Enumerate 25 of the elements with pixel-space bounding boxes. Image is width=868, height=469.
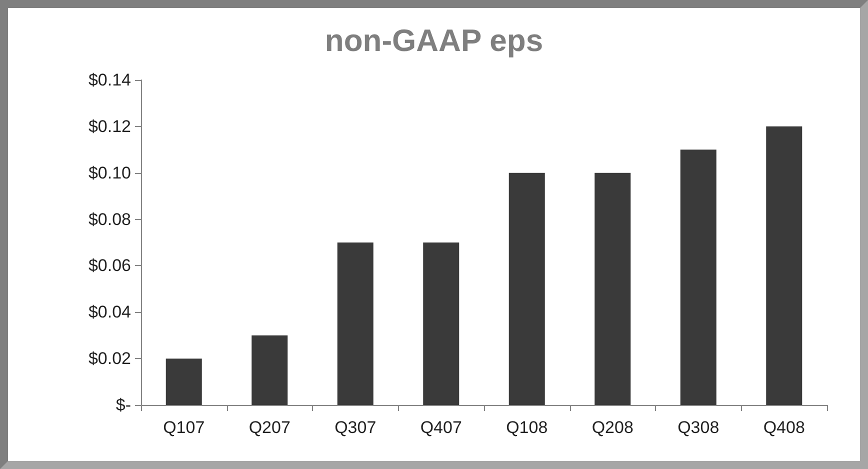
- y-tick-label: $0.10: [88, 163, 131, 182]
- chart-title: non-GAAP eps: [324, 23, 544, 58]
- y-tick-label: $0.06: [88, 256, 131, 276]
- bar: [508, 172, 545, 405]
- bar: [423, 242, 460, 405]
- y-tick-label: $-: [116, 396, 131, 414]
- bar: [337, 242, 374, 405]
- x-tick-label: Q208: [592, 418, 634, 437]
- x-tick-label: Q108: [506, 418, 548, 437]
- y-tick-label: $0.14: [88, 70, 131, 90]
- y-tick-label: $0.02: [88, 349, 131, 368]
- bar: [680, 150, 716, 405]
- x-tick-label: Q408: [763, 418, 805, 437]
- y-tick-label: $0.08: [88, 210, 131, 229]
- y-tick-label: $0.04: [88, 302, 131, 322]
- bar: [166, 358, 202, 405]
- x-tick-label: Q407: [420, 418, 462, 437]
- x-tick-label: Q307: [334, 418, 376, 437]
- bar: [594, 172, 631, 405]
- bar: [766, 126, 802, 405]
- y-tick-label: $0.12: [88, 116, 131, 136]
- x-tick-label: Q107: [163, 418, 205, 437]
- bar: [252, 335, 288, 405]
- x-tick-label: Q308: [678, 418, 720, 437]
- x-tick-label: Q207: [248, 418, 290, 437]
